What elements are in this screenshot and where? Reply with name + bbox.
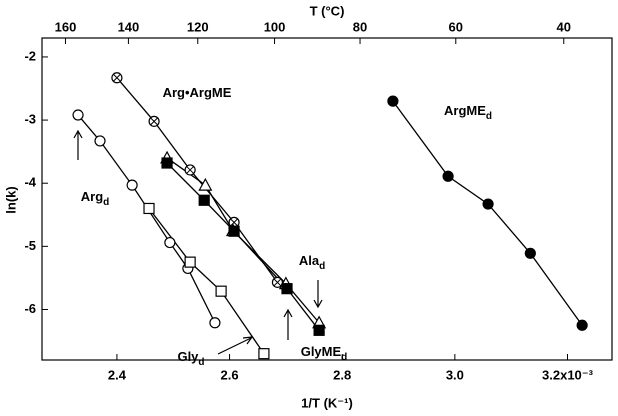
point [161, 157, 173, 169]
x-tick-label: 2.4 [108, 367, 127, 382]
point-cross [273, 278, 282, 287]
y-tick-label: -2 [24, 48, 36, 63]
point [198, 194, 210, 206]
arrow [217, 336, 254, 355]
point [126, 179, 138, 191]
x-tick-label: 3.0 [446, 367, 464, 382]
arrow [313, 280, 323, 309]
x2-tick-label: 40 [557, 19, 571, 34]
series-name: Ala [299, 253, 320, 268]
point-cross [230, 218, 238, 227]
x2-tick-label: 100 [264, 19, 286, 34]
series-label: Glyd [177, 349, 204, 367]
point [281, 283, 293, 295]
series-name: Arg•ArgME [163, 85, 232, 100]
series-label: Alad [299, 253, 325, 271]
series-name: ArgME [444, 103, 486, 118]
x2-tick-label: 120 [187, 19, 209, 34]
point [72, 109, 84, 121]
plot-frame [41, 37, 613, 361]
x-tick-label: 3.2x10⁻³ [542, 367, 594, 382]
series-name-sub: d [486, 111, 492, 122]
series-name-sub: d [103, 197, 109, 208]
point [143, 202, 155, 215]
x2-tick-label: 80 [353, 19, 367, 34]
series-name: Gly [177, 349, 199, 364]
arrow [283, 308, 293, 340]
point [576, 319, 588, 331]
point [442, 170, 454, 182]
point [387, 95, 399, 107]
series-name-sub: d [319, 261, 325, 272]
x-tick-label: 2.8 [333, 367, 351, 382]
x2-tick-label: 60 [449, 19, 463, 34]
y-tick-label: -6 [24, 301, 36, 316]
series-label: Argd [81, 189, 110, 207]
point [228, 225, 240, 237]
y-tick-label: -4 [24, 175, 36, 190]
point-cross [150, 117, 158, 126]
point-cross [186, 166, 194, 174]
point [258, 348, 270, 360]
point [524, 247, 536, 259]
y-axis-label: ln(k) [3, 186, 18, 213]
series-name-sub: d [198, 357, 204, 368]
series-label: Arg•ArgME [163, 85, 232, 100]
x-axis-label: 1/T (K⁻¹) [301, 395, 353, 410]
series-name-sub: d [341, 352, 347, 363]
series-label: ArgMEd [444, 103, 492, 121]
series-name: GlyME [301, 344, 342, 359]
arrow [73, 129, 83, 160]
point [198, 177, 213, 191]
series-label: GlyMEd [301, 344, 348, 362]
x-tick-label: 2.6 [221, 367, 239, 382]
y-tick-label: -3 [24, 112, 36, 127]
point-cross [113, 73, 121, 82]
x2-tick-label: 140 [118, 19, 140, 34]
point [482, 198, 494, 210]
x2-axis-label: T (°C) [310, 3, 345, 18]
series-name: Arg [81, 189, 103, 204]
y-tick-label: -5 [24, 238, 36, 253]
x2-tick-label: 160 [55, 19, 77, 34]
point [94, 135, 106, 147]
fit-line [148, 208, 265, 355]
fit-line [166, 162, 320, 331]
fit-line [392, 100, 583, 326]
point [184, 256, 196, 268]
point [209, 317, 221, 329]
point [164, 236, 176, 249]
point [313, 324, 325, 336]
point [215, 285, 227, 297]
